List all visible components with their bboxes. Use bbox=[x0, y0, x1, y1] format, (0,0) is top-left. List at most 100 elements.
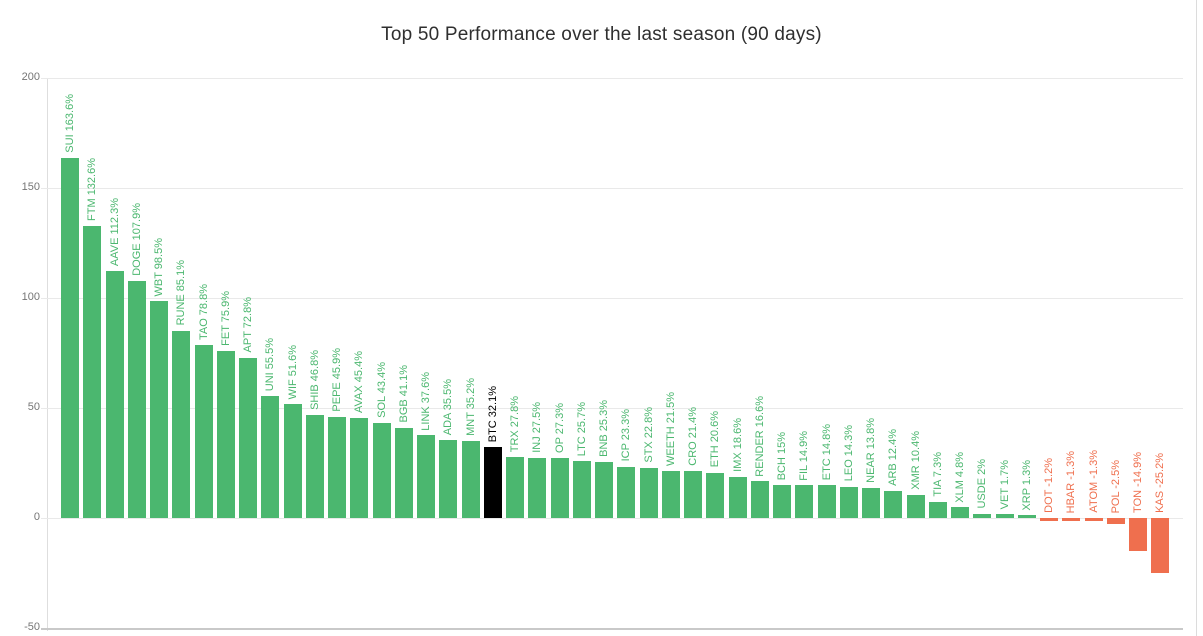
bar-label-weeth: WEETH 21.5% bbox=[664, 391, 677, 466]
bar-eth[interactable] bbox=[706, 472, 725, 518]
bar-label-xrp: XRP 1.3% bbox=[1020, 459, 1033, 511]
bar-weeth[interactable] bbox=[661, 470, 680, 518]
bar-doge[interactable] bbox=[127, 280, 146, 518]
bar-aave[interactable] bbox=[105, 270, 124, 518]
bar-dot[interactable] bbox=[1040, 518, 1058, 521]
bar-label-sui: SUI 163.6% bbox=[64, 94, 76, 154]
bar-xlm[interactable] bbox=[951, 507, 969, 518]
bar-imx[interactable] bbox=[728, 477, 747, 518]
bar-rune[interactable] bbox=[172, 330, 191, 518]
bar-label-arb: ARB 12.4% bbox=[887, 428, 900, 486]
bar-xrp[interactable] bbox=[1017, 515, 1036, 518]
bar-label-render: RENDER 16.6% bbox=[753, 395, 766, 477]
bar-ton[interactable] bbox=[1129, 518, 1147, 551]
y-axis-line bbox=[47, 78, 48, 631]
bar-label-hbar: HBAR -1.3% bbox=[1065, 450, 1078, 513]
bar-label-etc: ETC 14.8% bbox=[820, 424, 833, 481]
bar-kas[interactable] bbox=[1151, 518, 1170, 574]
bar-link[interactable] bbox=[417, 435, 435, 518]
bar-render[interactable] bbox=[750, 481, 769, 518]
bar-xmr[interactable] bbox=[906, 495, 925, 518]
bar-ltc[interactable] bbox=[572, 461, 591, 518]
bar-wbt[interactable] bbox=[150, 301, 168, 518]
bar-sui[interactable] bbox=[61, 158, 79, 518]
right-edge-line bbox=[1196, 0, 1197, 636]
bar-tao[interactable] bbox=[194, 344, 213, 518]
bar-usde[interactable] bbox=[973, 513, 992, 518]
bar-shib[interactable] bbox=[305, 415, 324, 518]
bar-op[interactable] bbox=[550, 457, 569, 518]
bar-label-mnt: MNT 35.2% bbox=[464, 377, 477, 436]
bar-label-bnb: BNB 25.3% bbox=[598, 400, 610, 458]
bar-fet[interactable] bbox=[216, 351, 235, 518]
bar-label-vet: VET 1.7% bbox=[998, 459, 1011, 510]
bar-trx[interactable] bbox=[506, 456, 524, 518]
bar-label-pepe: PEPE 45.9% bbox=[331, 348, 343, 413]
bar-label-icp: ICP 23.3% bbox=[620, 409, 633, 462]
bar-btc[interactable] bbox=[483, 447, 502, 518]
bar-label-xlm: XLM 4.8% bbox=[954, 451, 966, 503]
bar-label-atom: ATOM -1.3% bbox=[1087, 450, 1100, 513]
bar-label-fet: FET 75.9% bbox=[219, 291, 232, 347]
bar-hbar[interactable] bbox=[1062, 518, 1081, 521]
bar-apt[interactable] bbox=[239, 357, 257, 518]
bar-label-doge: DOGE 107.9% bbox=[130, 202, 143, 276]
bar-wif[interactable] bbox=[283, 404, 302, 518]
bar-icp[interactable] bbox=[617, 466, 636, 518]
bar-mnt[interactable] bbox=[461, 440, 480, 518]
bar-label-wbt: WBT 98.5% bbox=[153, 237, 165, 297]
bar-label-ltc: LTC 25.7% bbox=[575, 402, 588, 457]
bar-label-avax: AVAX 45.4% bbox=[353, 351, 366, 414]
y-tick-label: 150 bbox=[21, 181, 40, 193]
bar-vet[interactable] bbox=[995, 514, 1014, 518]
bar-label-shib: SHIB 46.8% bbox=[308, 350, 321, 411]
y-tick-label: -50 bbox=[24, 621, 40, 633]
bar-bgb[interactable] bbox=[394, 427, 413, 518]
bar-label-leo: LEO 14.3% bbox=[842, 425, 855, 482]
bar-etc[interactable] bbox=[817, 485, 836, 518]
bar-label-uni: UNI 55.5% bbox=[264, 337, 277, 391]
bar-label-near: NEAR 13.8% bbox=[865, 417, 877, 483]
bar-cro[interactable] bbox=[684, 470, 702, 518]
bar-stx[interactable] bbox=[639, 467, 658, 518]
bar-ftm[interactable] bbox=[83, 226, 102, 518]
bar-label-link: LINK 37.6% bbox=[420, 371, 432, 431]
bar-near[interactable] bbox=[862, 487, 880, 518]
bar-label-wif: WIF 51.6% bbox=[286, 345, 299, 400]
bar-avax[interactable] bbox=[350, 418, 369, 518]
bar-tia[interactable] bbox=[928, 501, 947, 518]
bar-inj[interactable] bbox=[528, 457, 547, 518]
bar-pol[interactable] bbox=[1106, 518, 1125, 524]
gridline bbox=[41, 518, 1183, 519]
bar-label-aave: AAVE 112.3% bbox=[108, 197, 121, 266]
y-tick-label: 50 bbox=[27, 401, 40, 413]
gridline bbox=[41, 78, 1183, 79]
bar-atom[interactable] bbox=[1084, 518, 1103, 521]
bar-label-tia: TIA 7.3% bbox=[931, 452, 944, 497]
bar-label-inj: INJ 27.5% bbox=[531, 401, 544, 453]
bar-fil[interactable] bbox=[795, 485, 814, 518]
y-tick-label: 0 bbox=[33, 511, 40, 523]
gridline bbox=[41, 188, 1183, 189]
bar-bnb[interactable] bbox=[595, 462, 613, 518]
bar-arb[interactable] bbox=[884, 490, 903, 518]
bar-label-pol: POL -2.5% bbox=[1109, 459, 1122, 513]
bar-pepe[interactable] bbox=[328, 417, 346, 518]
gridline bbox=[41, 628, 1183, 630]
bar-label-xmr: XMR 10.4% bbox=[909, 431, 922, 491]
bar-sol[interactable] bbox=[372, 422, 391, 518]
bar-label-tao: TAO 78.8% bbox=[197, 283, 210, 340]
bar-leo[interactable] bbox=[839, 486, 858, 518]
plot-area: SUI 163.6% FTM 132.6% AAVE 112.3% DOGE 107.… bbox=[41, 78, 1183, 630]
bar-label-op: OP 27.3% bbox=[553, 403, 566, 453]
bar-bch[interactable] bbox=[773, 485, 791, 518]
chart-title: Top 50 Performance over the last season … bbox=[381, 24, 822, 45]
bar-ada[interactable] bbox=[439, 439, 458, 518]
bar-label-rune: RUNE 85.1% bbox=[175, 260, 188, 326]
bar-label-btc: BTC 32.1% bbox=[486, 386, 499, 443]
bar-uni[interactable] bbox=[261, 395, 280, 518]
bar-label-kas: KAS -25.2% bbox=[1154, 453, 1167, 513]
bar-label-fil: FIL 14.9% bbox=[798, 430, 811, 481]
bar-label-ftm: FTM 132.6% bbox=[86, 158, 99, 222]
bar-label-ton: TON -14.9% bbox=[1132, 452, 1144, 513]
